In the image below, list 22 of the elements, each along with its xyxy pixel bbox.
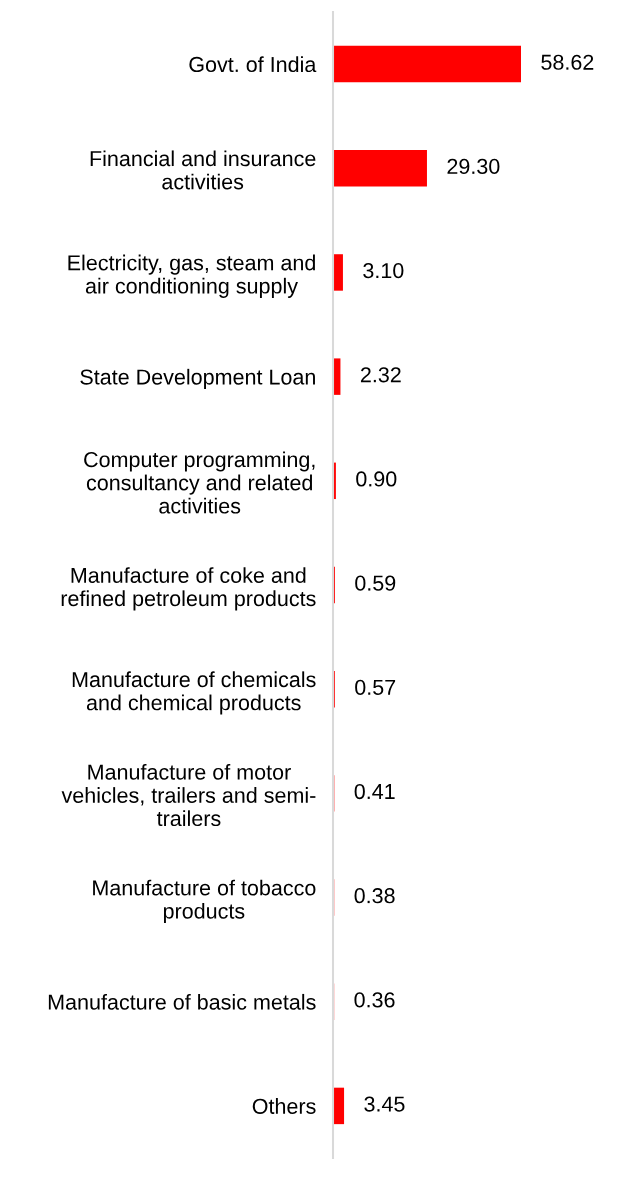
y-tick-label: Govt. of India xyxy=(189,56,317,73)
data-label: 2.32 xyxy=(360,367,401,383)
y-tick-label: State Development Loan xyxy=(80,368,315,389)
y-tick-label: Computer programming, consultancy and related activities xyxy=(84,451,315,514)
y-tick-label: Manufacture of coke and refined petroleum products xyxy=(61,567,316,611)
y-tick-label: Financial and insurance activities xyxy=(90,150,316,190)
y-tick-label: Others xyxy=(252,1098,316,1114)
data-label: 0.90 xyxy=(356,471,397,487)
data-label: 0.57 xyxy=(355,679,396,695)
y-tick-label: Manufacture of motor vehicles, trailers and semi- trailers xyxy=(61,763,316,827)
data-label: 3.45 xyxy=(364,1096,405,1112)
data-label: 58.62 xyxy=(541,54,594,70)
y-tick-label: Manufacture of basic metals xyxy=(48,993,316,1010)
data-label: 0.36 xyxy=(354,992,395,1008)
y-tick-label: Manufacture of chemicals and chemical products xyxy=(72,671,316,715)
y-tick-label: Electricity, gas, steam and air conditioning supply xyxy=(68,254,315,298)
data-label: 0.59 xyxy=(355,575,396,591)
data-label: 0.38 xyxy=(354,888,395,904)
data-label: 0.41 xyxy=(354,783,395,800)
y-tick-label: Manufacture of tobacco products xyxy=(93,879,316,923)
data-label: 3.10 xyxy=(363,262,404,279)
data-label: 29.30 xyxy=(447,158,500,175)
